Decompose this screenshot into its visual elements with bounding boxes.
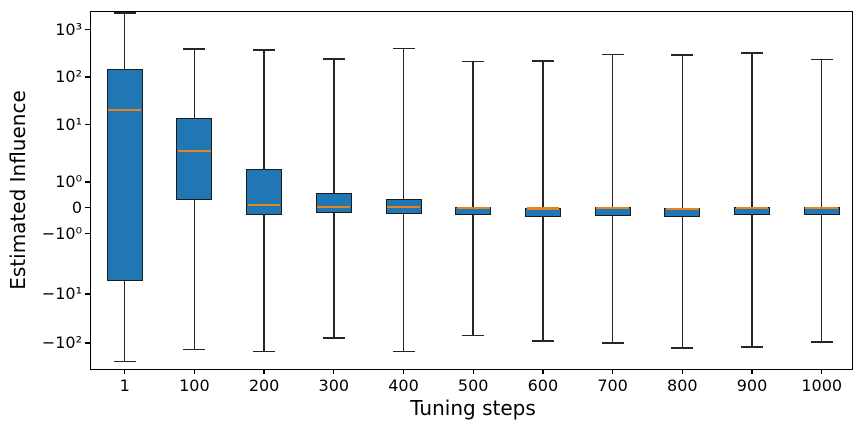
median-line <box>805 206 839 210</box>
median-line <box>735 206 769 209</box>
x-tick-mark <box>333 369 335 374</box>
whisker-line <box>681 55 684 348</box>
y-tick-mark <box>84 28 91 31</box>
whisker-cap-bottom <box>392 350 415 353</box>
x-tick-label: 700 <box>597 376 628 395</box>
x-tick-label: 100 <box>179 376 210 395</box>
whisker-cap-top <box>253 49 276 51</box>
x-tick-label: 900 <box>736 376 768 395</box>
x-tick-mark <box>193 369 196 374</box>
median-line <box>456 206 490 209</box>
y-tick-mark <box>84 342 91 344</box>
x-tick-label: 1 <box>119 376 130 395</box>
median-line <box>247 203 281 207</box>
x-tick-label: 1000 <box>801 376 843 395</box>
x-axis-label: Tuning steps <box>410 396 536 420</box>
whisker-cap-bottom <box>531 339 554 342</box>
whisker-cap-bottom <box>113 360 136 363</box>
whisker-cap-bottom <box>601 342 624 344</box>
whisker-line <box>751 53 753 347</box>
y-tick-mark <box>84 232 91 235</box>
x-tick-mark <box>751 369 753 374</box>
x-tick-mark <box>542 369 544 374</box>
whisker-cap-top <box>392 47 415 50</box>
whisker-cap-top <box>601 53 624 56</box>
x-tick-mark <box>821 369 823 374</box>
whisker-cap-top <box>113 12 136 15</box>
whisker-cap-bottom <box>253 350 276 353</box>
x-tick-label: 400 <box>388 376 419 395</box>
y-tick-label: 10³ <box>55 19 82 39</box>
plot-area <box>90 11 853 370</box>
whisker-cap-top <box>183 48 206 50</box>
box-iqr <box>106 69 143 281</box>
whisker-cap-top <box>531 60 554 62</box>
whisker-line <box>611 54 614 343</box>
median-line <box>526 207 560 210</box>
median-line <box>596 206 629 210</box>
y-tick-label: 10² <box>55 67 82 86</box>
y-tick-label: 10⁰ <box>55 172 82 191</box>
whisker-line <box>472 61 474 336</box>
x-tick-mark <box>611 369 614 374</box>
y-tick-label: 10¹ <box>55 114 82 134</box>
x-tick-mark <box>124 369 126 374</box>
whisker-cap-top <box>741 52 763 54</box>
y-tick-label: 0 <box>71 197 82 217</box>
whisker-cap-bottom <box>322 337 345 340</box>
x-tick-mark <box>263 369 265 374</box>
y-tick-mark <box>84 206 91 209</box>
whisker-cap-bottom <box>671 346 694 349</box>
y-tick-mark <box>84 293 91 295</box>
x-tick-label: 300 <box>318 376 350 395</box>
whisker-cap-top <box>671 54 694 56</box>
x-tick-label: 200 <box>248 376 280 395</box>
whisker-cap-top <box>322 58 345 60</box>
whisker-cap-bottom <box>183 348 206 351</box>
whisker-cap-bottom <box>741 346 763 348</box>
x-tick-mark <box>402 369 405 374</box>
median-line <box>108 109 142 112</box>
whisker-cap-bottom <box>462 334 485 337</box>
median-line <box>665 207 699 210</box>
y-tick-label: −10⁰ <box>41 223 82 243</box>
whisker-line <box>820 59 823 342</box>
median-line <box>178 149 211 152</box>
x-tick-label: 800 <box>667 376 698 395</box>
x-tick-mark <box>681 369 683 374</box>
whisker-line <box>542 61 544 341</box>
x-tick-label: 600 <box>527 376 559 395</box>
box-iqr <box>246 168 283 215</box>
y-tick-mark <box>84 181 91 183</box>
box-iqr <box>315 193 352 213</box>
x-tick-label: 500 <box>457 376 489 395</box>
y-tick-mark <box>84 76 91 78</box>
y-tick-label: −10¹ <box>41 284 82 303</box>
whisker-cap-bottom <box>810 341 833 343</box>
median-line <box>387 205 420 209</box>
box-iqr <box>176 117 213 200</box>
y-tick-label: −10² <box>41 333 82 352</box>
whisker-cap-top <box>462 60 485 63</box>
whisker-cap-top <box>810 58 833 61</box>
y-tick-mark <box>84 123 91 126</box>
x-tick-mark <box>472 369 474 374</box>
median-line <box>317 205 351 208</box>
